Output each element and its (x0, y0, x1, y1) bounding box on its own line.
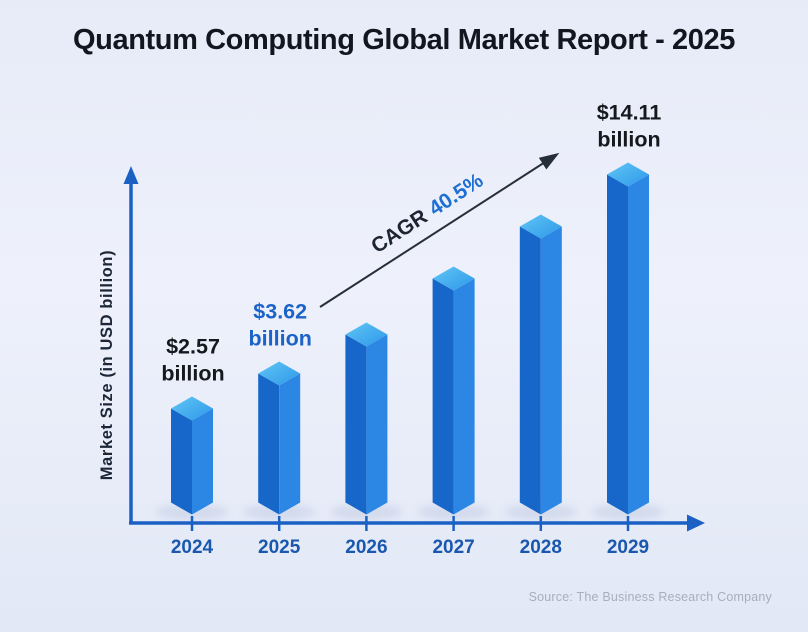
bar-2027-top-face (432, 266, 475, 291)
value-label-2029-line1: $14.11 (597, 101, 662, 125)
bar-2029-front-face (628, 174, 649, 515)
x-axis-label-2029: 2029 (607, 537, 649, 558)
bar-2027-front-face (453, 278, 475, 515)
bar-2028-left-face (519, 226, 541, 515)
bars-layer: 2024 $2.57 billion 2025 $3.62 billion 2026 2027… (156, 101, 664, 558)
cagr-value: 40.5% (425, 169, 488, 221)
page-title: Quantum Computing Global Market Report -… (73, 24, 735, 56)
x-axis-label-2028: 2028 (520, 537, 562, 558)
bar-2029-left-face (607, 174, 628, 515)
cagr-annotation: CAGR40.5% (367, 169, 487, 258)
value-label-2029-line2: billion (597, 128, 660, 152)
x-axis-arrowhead-icon (687, 514, 705, 532)
cagr-arrow (319, 152, 560, 308)
bar-2024-front-face (192, 408, 213, 515)
cagr-label: CAGR (367, 205, 431, 258)
bar-2025-front-face (279, 373, 301, 515)
bar-2026-top-face (345, 322, 388, 347)
bar-2026-front-face (366, 334, 388, 515)
bar-2025-top-face (258, 361, 301, 386)
bar-2025-left-face (258, 373, 280, 515)
x-axis-label-2025: 2025 (258, 537, 301, 558)
value-label-2025-line1: $3.62 (253, 300, 307, 324)
bar-2024-left-face (171, 408, 192, 515)
bar-2028-front-face (540, 226, 562, 515)
y-axis-arrowhead-icon (123, 166, 139, 184)
source-credit: Source: The Business Research Company (528, 590, 772, 604)
bar-2028-top-face (519, 214, 562, 239)
x-axis-label-2026: 2026 (345, 537, 387, 558)
value-label-2024-line1: $2.57 (166, 335, 220, 359)
x-axis-label-2024: 2024 (171, 537, 214, 558)
bar-2029-top-face (607, 162, 649, 187)
bar-2024-top-face (171, 396, 213, 421)
x-axis-label-2027: 2027 (432, 537, 474, 558)
value-label-2025-line2: billion (249, 327, 312, 351)
bar-2026-left-face (345, 334, 367, 515)
y-axis-title: Market Size (in USD billion) (98, 250, 116, 480)
bar-2027-left-face (432, 278, 454, 515)
value-label-2024-line2: billion (161, 362, 224, 386)
